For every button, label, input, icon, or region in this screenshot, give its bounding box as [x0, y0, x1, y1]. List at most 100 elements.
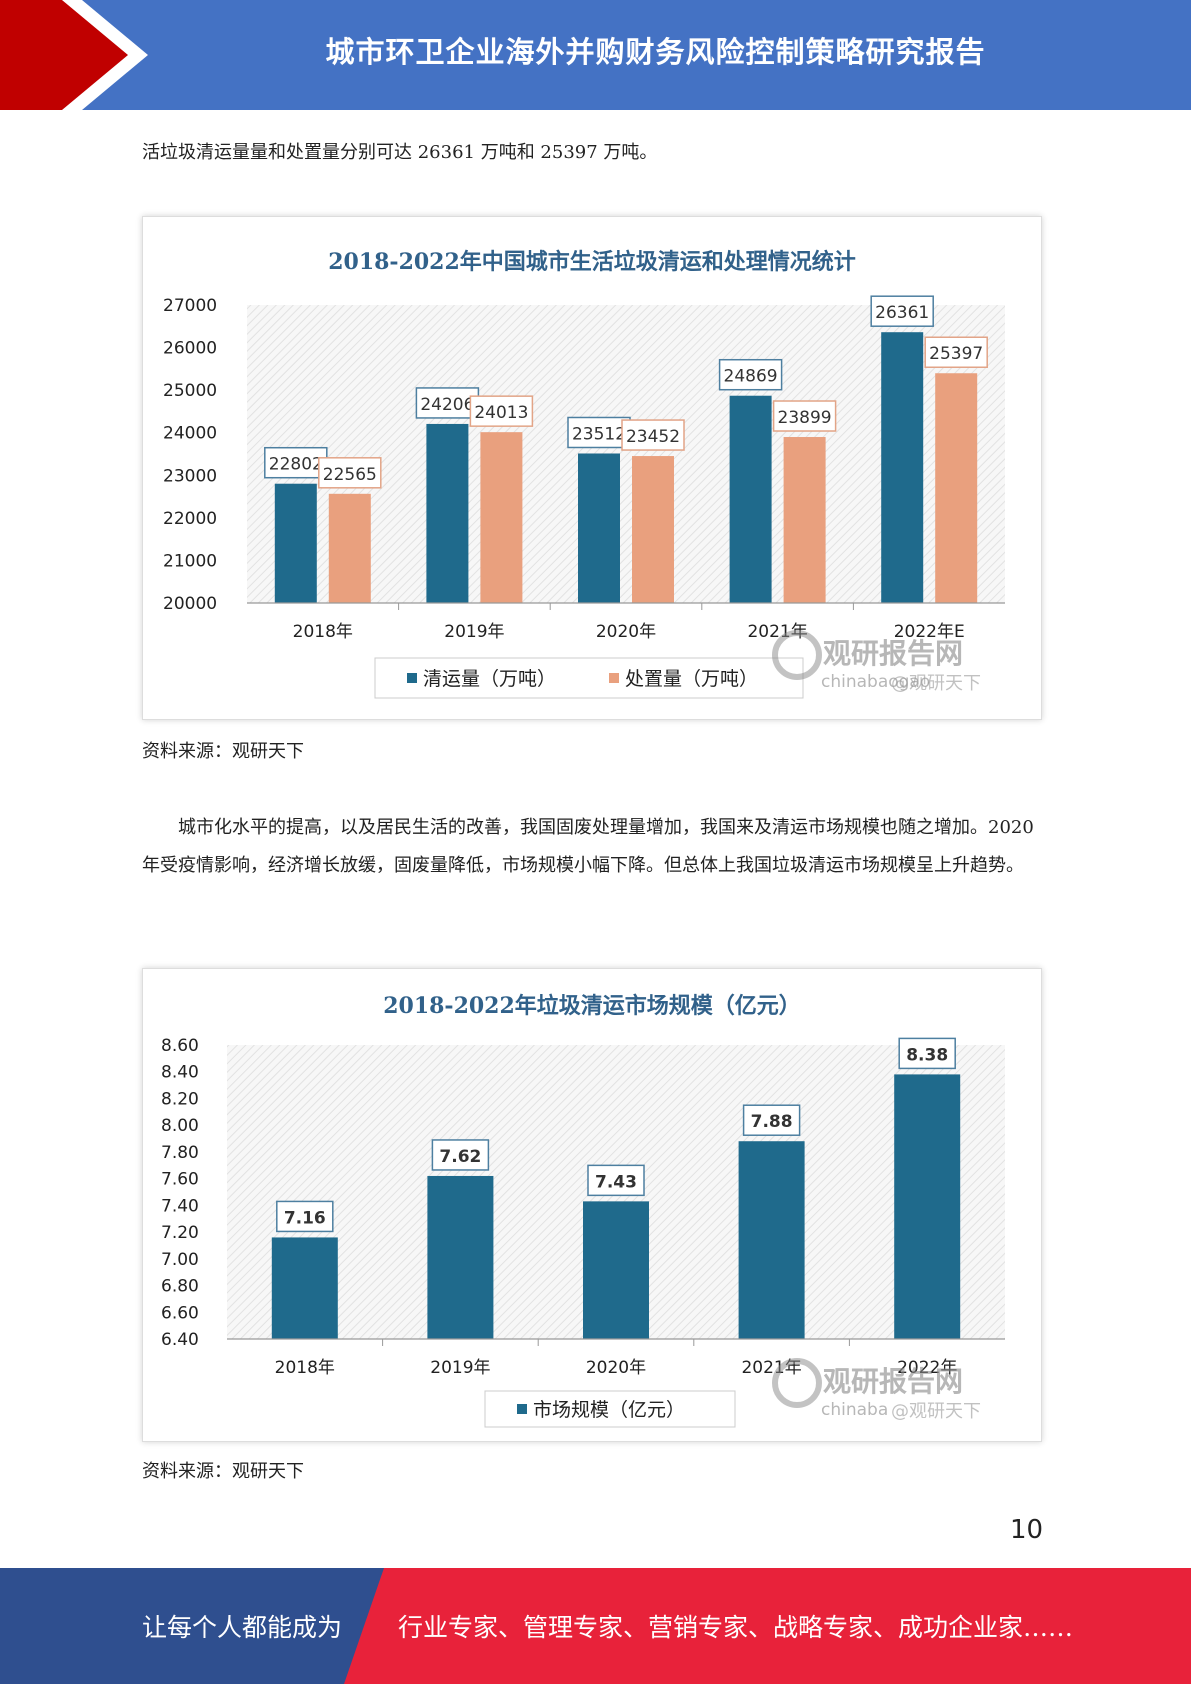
x-tick-label: 2022年E: [894, 622, 965, 642]
x-tick-label: 2020年: [596, 622, 656, 642]
data-label: 25397: [929, 344, 983, 364]
y-tick-label: 25000: [163, 381, 217, 401]
legend-swatch: [517, 1404, 527, 1414]
bar: [738, 1141, 805, 1339]
y-tick-label: 7.40: [161, 1196, 199, 1216]
watermark-swirl-icon: [772, 630, 822, 680]
bar: [578, 453, 620, 603]
bar: [328, 493, 371, 603]
data-label: 23452: [626, 427, 680, 447]
y-tick-label: 8.20: [161, 1089, 199, 1109]
data-label-box: [718, 358, 783, 391]
bar: [271, 1237, 338, 1339]
bar: [427, 1175, 494, 1339]
watermark-brand: 观研报告网: [823, 637, 963, 670]
y-tick-label: 21000: [163, 551, 217, 571]
data-label: 24869: [724, 367, 778, 387]
bar: [729, 395, 772, 603]
watermark-url: chinabaogao: [821, 672, 930, 692]
legend-swatch: [407, 673, 417, 683]
legend-label: 处置量（万吨）: [625, 668, 758, 690]
y-tick-label: 6.60: [161, 1303, 199, 1323]
bar: [881, 332, 924, 603]
plot-area: [247, 305, 1005, 603]
chart-waste-volume: 2018-2022年中国城市生活垃圾清运和处理情况统计 20000 21000 220…: [142, 216, 1042, 720]
watermark-brand: 观研报告网: [823, 1365, 963, 1398]
data-label-box: [742, 1104, 801, 1136]
y-tick-label: 6.80: [161, 1277, 199, 1297]
watermark-logo: [772, 630, 822, 680]
body-paragraph: 城市化水平的提高，以及居民生活的改善，我国固废处理量增加，我国来及清运市场规模也…: [142, 817, 1034, 876]
chart-waste-volume-svg: 2018-2022年中国城市生活垃圾清运和处理情况统计 20000 21000 220…: [163, 249, 1005, 699]
watermark-url: chinaba: [821, 1400, 888, 1420]
intro-paragraph: 活垃圾清运量量和处置量分别可达 26361 万吨和 25397 万吨。: [142, 142, 658, 163]
x-tick-label: 2020年: [586, 1358, 646, 1378]
data-label-box: [587, 1164, 645, 1197]
y-tick-label: 26000: [163, 339, 217, 359]
data-label: 7.43: [595, 1172, 637, 1192]
watermark-swirl-icon: [772, 1358, 822, 1408]
y-tick-label: 7.00: [161, 1250, 199, 1270]
chart-market-size: 2018-2022年垃圾清运市场规模（亿元） 6.40 6.60 6.80 7.00 7.…: [142, 968, 1042, 1442]
y-tick-label: 7.80: [161, 1143, 199, 1163]
data-label-box: [431, 1139, 490, 1171]
bar: [274, 483, 317, 603]
footer-slogan-right: 行业专家、管理专家、营销专家、战略专家、成功企业家……: [398, 1613, 1074, 1642]
data-label-box: [621, 419, 685, 451]
chart-market-size-svg: 2018-2022年垃圾清运市场规模（亿元） 6.40 6.60 6.80 7.00 7.…: [161, 993, 1005, 1428]
header-title: 城市环卫企业海外并购财务风险控制策略研究报告: [325, 35, 986, 69]
footer-slogan-left: 让每个人都能成为: [142, 1613, 343, 1642]
y-tick-label: 6.40: [161, 1330, 199, 1350]
y-tick-label: 7.60: [161, 1170, 199, 1190]
header-arrow-decoration: [0, 0, 148, 110]
data-label: 8.38: [906, 1045, 948, 1065]
x-tick-label: 2019年: [430, 1358, 490, 1378]
y-tick-label: 8.00: [161, 1116, 199, 1136]
x-tick-label: 2022年: [897, 1358, 957, 1378]
x-tick-label: 2021年: [747, 622, 807, 642]
data-label: 22565: [323, 465, 377, 485]
y-tick-label: 8.60: [161, 1036, 199, 1056]
y-tick-label: 24000: [163, 424, 217, 444]
chart-title: 2018-2022年中国城市生活垃圾清运和处理情况统计: [328, 249, 856, 275]
footer-background: [0, 1568, 1191, 1684]
data-label-box: [318, 457, 382, 489]
bar: [480, 432, 523, 603]
bar: [632, 456, 674, 603]
bar: [935, 373, 978, 603]
y-tick-label: 23000: [163, 466, 217, 486]
data-label: 23512: [572, 424, 626, 444]
legend-swatch: [609, 673, 619, 683]
page-number: 10: [1010, 1515, 1044, 1545]
data-label-box: [469, 395, 534, 427]
x-tick-label: 2018年: [275, 1358, 335, 1378]
data-label: 26361: [875, 303, 929, 323]
data-label-box: [264, 446, 328, 479]
x-tick-label: 2019年: [444, 622, 504, 642]
data-label: 23899: [778, 408, 832, 428]
chart1-source: 资料来源：观研天下: [142, 741, 304, 762]
y-tick-label: 7.20: [161, 1223, 199, 1243]
watermark-weibo: @观研天下: [891, 1401, 981, 1422]
watermark-logo: [772, 1358, 822, 1408]
chart2-source: 资料来源：观研天下: [142, 1461, 304, 1482]
y-tick-label: 20000: [163, 594, 217, 614]
data-label-box: [772, 400, 837, 432]
data-label: 24013: [474, 403, 528, 423]
data-label: 24206: [420, 395, 474, 415]
data-label: 7.16: [284, 1208, 326, 1228]
data-label-box: [898, 1037, 956, 1070]
bar: [783, 437, 826, 603]
chart-title: 2018-2022年垃圾清运市场规模（亿元）: [383, 993, 801, 1019]
data-label: 7.62: [439, 1147, 481, 1167]
y-tick-label: 27000: [163, 296, 217, 316]
data-label-box: [870, 295, 934, 327]
y-tick-label: 8.40: [161, 1063, 199, 1083]
bar: [583, 1201, 649, 1339]
x-tick-label: 2018年: [293, 622, 353, 642]
legend-label: 市场规模（亿元）: [533, 1399, 685, 1421]
bar: [894, 1074, 961, 1339]
data-label: 22802: [269, 455, 323, 475]
y-tick-label: 22000: [163, 509, 217, 529]
page-footer: 让每个人都能成为 行业专家、管理专家、营销专家、战略专家、成功企业家……: [0, 1568, 1191, 1684]
